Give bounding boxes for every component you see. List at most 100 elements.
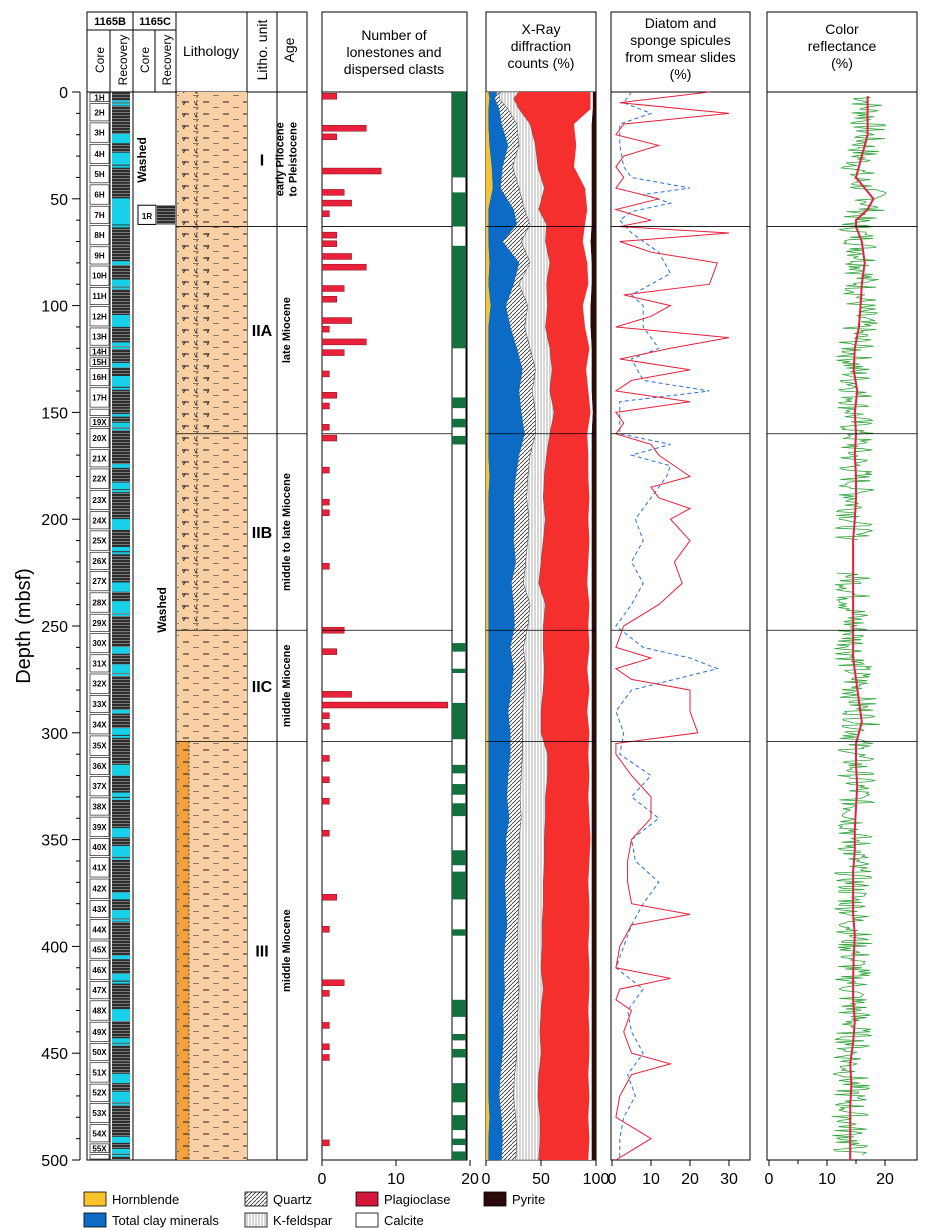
- green-strip-segment: [452, 1115, 466, 1131]
- xrd-tick-label: 50: [532, 1171, 550, 1188]
- recovery-cyan: [112, 1091, 130, 1103]
- core-label: 4H: [94, 150, 104, 159]
- spicule-line: [615, 91, 719, 1160]
- clast-bar: [321, 285, 345, 292]
- diatom-title: sponge spicules: [630, 32, 730, 48]
- recovery-bar: [112, 416, 130, 428]
- diatom-title: from smear slides: [625, 49, 735, 65]
- core-box: [89, 92, 110, 102]
- core-label: 34X: [92, 720, 107, 729]
- depth-tick-label: 350: [41, 833, 68, 850]
- clast-bar: [321, 325, 330, 333]
- clast-bar: [321, 349, 345, 356]
- recovery-bar: [112, 796, 130, 817]
- recovery-bar: [112, 102, 130, 122]
- age-label: middle Miocene: [281, 645, 293, 728]
- age-label: early Pliocene: [275, 122, 287, 196]
- clasts-tick-label: 20: [461, 1171, 479, 1188]
- recovery-cyan: [112, 792, 130, 797]
- depth-tick-label: 500: [41, 1153, 68, 1170]
- green-strip-segment: [452, 643, 466, 652]
- legend-label: Total clay minerals: [112, 1213, 219, 1228]
- green-strip-segment: [452, 850, 466, 866]
- recovery-bar: [112, 448, 130, 468]
- core-header-b: Core: [93, 47, 107, 73]
- core-label: 15H: [92, 358, 107, 367]
- clast-bar: [321, 434, 338, 442]
- core-label: 21X: [92, 454, 107, 463]
- xrd-pyrite-area: [590, 92, 596, 1160]
- diatom-tick-label: 20: [681, 1171, 699, 1188]
- clast-bar: [321, 723, 330, 730]
- green-strip-segment: [452, 929, 466, 936]
- core-label: 2H: [94, 108, 104, 117]
- core-box: [89, 613, 110, 632]
- clasts-title: Number of: [361, 27, 426, 43]
- clast-bar: [321, 231, 338, 239]
- recovery-cyan: [112, 205, 130, 225]
- clasts-tick-label: 10: [387, 1171, 405, 1188]
- recovery-cyan: [112, 845, 130, 857]
- green-strip-segment: [452, 92, 466, 178]
- legend-swatch: [355, 1191, 379, 1207]
- clast-bar: [321, 648, 338, 655]
- lithology-diatom: [177, 92, 197, 227]
- core-box: [89, 511, 110, 530]
- recovery-bar: [112, 408, 130, 417]
- legend-label: Plagioclase: [384, 1192, 451, 1207]
- recovery-cyan: [112, 601, 130, 614]
- hole-b-label: 1165B: [94, 16, 126, 28]
- unit-label: III: [255, 944, 268, 961]
- core-label: 14H: [92, 348, 107, 357]
- litho-unit-header: Litho. unit: [254, 20, 270, 81]
- clast-bar: [321, 926, 330, 933]
- core-label: 37X: [92, 782, 107, 791]
- lithology-header: Lithology: [183, 43, 239, 59]
- core-box: [89, 468, 110, 489]
- core-label: 49X: [92, 1028, 107, 1037]
- green-strip-segment: [452, 871, 466, 900]
- recovery-header-b: Recovery: [116, 35, 130, 86]
- core-box: [89, 408, 110, 416]
- core-box: [89, 265, 110, 286]
- legend-label: K-feldspar: [273, 1213, 333, 1228]
- xrd-calcite-area: [574, 92, 593, 1160]
- recovery-bar: [112, 164, 130, 184]
- clast-bar: [321, 755, 330, 762]
- core-box: [89, 1154, 110, 1160]
- depth-tick-label: 400: [41, 939, 68, 956]
- recovery-cyan: [112, 342, 130, 347]
- recovery-bar: [112, 856, 130, 879]
- clast-bar: [321, 263, 367, 271]
- xrd-tick-label: 0: [482, 1171, 491, 1188]
- color-title: Color: [825, 21, 859, 37]
- core-box: [89, 287, 110, 305]
- clast-bar: [321, 498, 330, 506]
- hole-c-label: 1165C: [139, 16, 171, 28]
- core-box: [89, 857, 110, 878]
- core-label: 40X: [92, 843, 107, 852]
- depth-tick-label: 200: [41, 512, 68, 529]
- recovery-bar: [112, 775, 130, 797]
- recovery-bar: [112, 356, 130, 368]
- recovery-cyan: [112, 279, 130, 287]
- xrd-title: counts (%): [508, 55, 575, 71]
- core-label: 39X: [92, 823, 107, 832]
- recovery-cyan: [112, 955, 130, 960]
- clast-bar: [321, 509, 330, 516]
- core-box: [89, 1143, 110, 1153]
- core-box: [89, 1103, 110, 1123]
- clast-bar: [321, 979, 345, 986]
- legend-label: Calcite: [384, 1213, 424, 1228]
- color-frame: [766, 11, 918, 1161]
- xrd-plagioclase-area: [513, 92, 591, 1160]
- green-strip-segment: [452, 999, 466, 1017]
- recovery-cyan: [112, 709, 130, 714]
- diatom-tick-label: 30: [720, 1171, 738, 1188]
- clast-bar: [321, 1043, 330, 1050]
- core-label: 35X: [92, 742, 107, 751]
- core-label: 27X: [92, 577, 107, 586]
- core-box: [89, 776, 110, 797]
- green-strip-segment: [452, 803, 466, 817]
- green-strip-segment: [452, 1083, 466, 1103]
